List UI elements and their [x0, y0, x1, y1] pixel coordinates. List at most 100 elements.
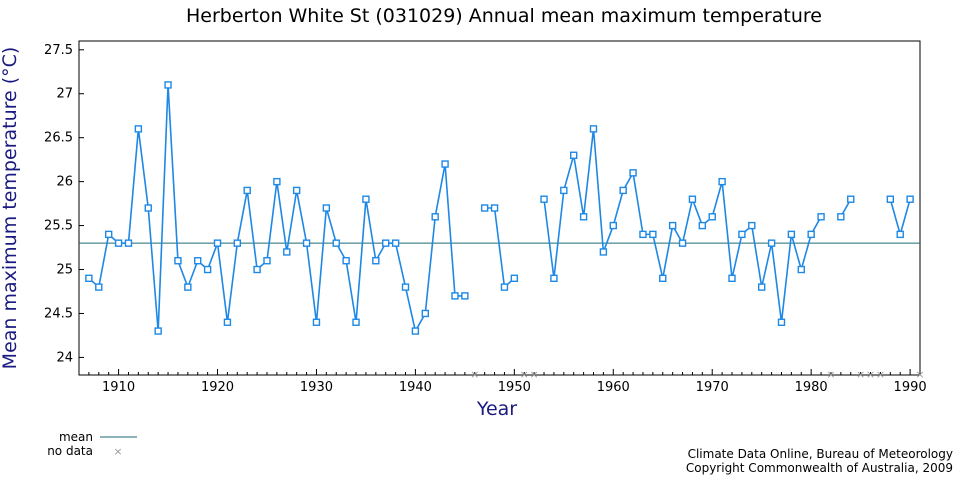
data-point	[124, 239, 133, 247]
legend: mean no data ×	[47, 430, 137, 458]
data-point	[550, 274, 558, 283]
data-point	[797, 265, 805, 274]
data-point	[767, 239, 776, 247]
data-point	[322, 204, 331, 212]
no-data-marker: ×	[866, 368, 875, 381]
data-point	[194, 257, 202, 265]
series-line-segment	[889, 198, 911, 238]
data-point	[461, 292, 469, 300]
x-tick-label: 1970	[696, 380, 729, 395]
data-point	[372, 257, 380, 265]
data-point	[540, 195, 548, 203]
data-point	[886, 195, 895, 203]
data-point	[777, 318, 786, 326]
data-point	[817, 213, 825, 221]
data-point	[312, 318, 321, 326]
x-tick-label: 1940	[399, 380, 432, 395]
data-point	[500, 283, 509, 291]
x-tick-label: 1950	[498, 380, 531, 395]
data-point	[718, 177, 726, 186]
credit-line-1: Climate Data Online, Bureau of Meteorolo…	[688, 447, 953, 461]
x-tick-label: 1990	[894, 380, 927, 395]
y-tick-label: 25	[56, 263, 73, 278]
data-point	[738, 230, 746, 239]
data-point	[510, 274, 519, 283]
no-data-markers: × × × × × × × ×	[470, 368, 924, 381]
data-point	[134, 125, 143, 133]
data-point	[144, 204, 152, 212]
y-tick-label: 26.5	[44, 131, 73, 146]
data-point	[896, 230, 904, 239]
data-point	[342, 257, 350, 265]
data-point	[579, 213, 588, 221]
y-axis: 24 24.5 25 25.5 26 26.5 27 27.5	[44, 43, 84, 365]
x-tick-label: 1910	[102, 380, 135, 395]
data-point	[847, 195, 855, 203]
data-point	[292, 186, 301, 195]
data-point	[164, 81, 172, 89]
x-tick-label: 1960	[597, 380, 630, 395]
data-point	[649, 230, 657, 239]
data-point	[184, 283, 192, 291]
data-point	[757, 283, 766, 291]
data-point	[431, 213, 439, 221]
no-data-marker: ×	[470, 368, 479, 381]
credit-line-2: Copyright Commonwealth of Australia, 200…	[686, 461, 953, 475]
y-tick-label: 25.5	[44, 219, 73, 234]
no-data-marker: ×	[520, 368, 529, 381]
data-point	[678, 239, 687, 247]
legend-mean-label: mean	[59, 430, 93, 444]
data-point	[629, 169, 637, 177]
data-point	[748, 221, 756, 230]
chart-title: Herberton White St (031029) Annual mean …	[186, 5, 822, 27]
x-axis: 1910 1920 1930 1940 1950 1960 1970 1980 1990	[88, 369, 927, 395]
data-point	[589, 125, 598, 133]
no-data-marker: ×	[856, 368, 865, 381]
data-point	[639, 230, 647, 239]
legend-no-data-cross-icon: ×	[113, 445, 122, 458]
data-point	[570, 151, 578, 159]
data-point	[243, 186, 251, 195]
data-point	[807, 230, 815, 239]
y-tick-label: 27.5	[44, 43, 73, 58]
data-point	[104, 230, 113, 239]
data-point	[401, 283, 410, 291]
series-line-segment	[543, 128, 822, 323]
series-layer	[85, 81, 914, 335]
data-point	[619, 186, 627, 195]
x-axis-label: Year	[476, 398, 517, 420]
x-tick-label: 1920	[201, 380, 234, 395]
data-point	[253, 265, 261, 274]
data-point	[302, 239, 311, 247]
y-tick-label: 24	[56, 350, 73, 365]
data-point	[787, 230, 796, 239]
data-point	[659, 274, 667, 283]
data-point	[599, 248, 608, 256]
data-point	[411, 327, 420, 335]
series-line-segment	[484, 207, 515, 289]
data-point	[698, 221, 707, 230]
data-point	[213, 239, 222, 247]
data-point	[263, 257, 271, 265]
no-data-marker: ×	[915, 368, 924, 381]
y-axis-label: Mean maximum temperature (°C)	[0, 47, 21, 370]
plot-frame	[78, 40, 921, 376]
data-point	[332, 239, 340, 247]
data-point	[609, 221, 617, 230]
data-point	[273, 177, 281, 186]
data-point	[95, 283, 103, 291]
legend-no-data-label: no data	[47, 444, 93, 458]
data-point	[223, 318, 232, 326]
no-data-marker: ×	[530, 368, 539, 381]
data-point	[451, 292, 459, 300]
data-point	[154, 327, 162, 335]
y-tick-label: 24.5	[44, 306, 73, 321]
data-point	[480, 204, 489, 212]
data-point	[728, 274, 736, 283]
data-point	[203, 265, 212, 274]
data-point	[688, 195, 697, 203]
data-point	[283, 248, 291, 256]
x-tick-label: 1980	[795, 380, 828, 395]
data-point	[906, 195, 914, 203]
